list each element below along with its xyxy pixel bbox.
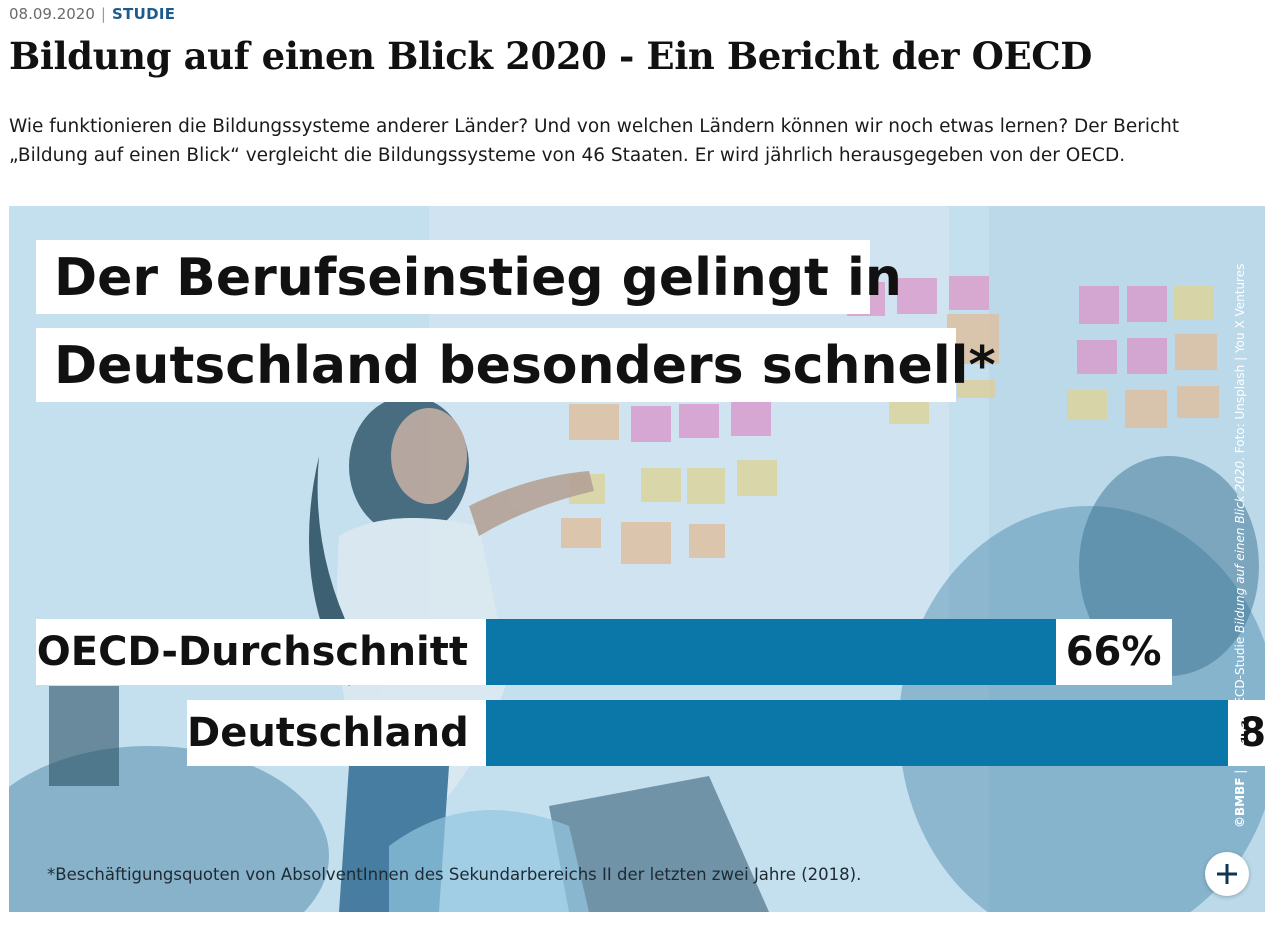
headline-line-1: Der Berufseinstieg gelingt in (36, 240, 902, 314)
article-date: 08.09.2020 (9, 5, 95, 23)
article-intro: Wie funktionieren die Bildungssysteme an… (9, 116, 1180, 166)
bar-1 (486, 700, 1229, 766)
credit-source-label: Quelle: (1233, 717, 1247, 766)
image-credit: ©BMBF | Quelle: OECD-Studie Bildung auf … (1233, 264, 1247, 828)
article-meta: 08.09.2020 | STUDIE (9, 5, 175, 23)
headline-line-2: Deutschland besonders schnell* (36, 328, 996, 402)
infographic-image[interactable]: Der Berufseinstieg gelingt in Deutschlan… (9, 206, 1265, 912)
plus-icon (1217, 864, 1237, 884)
credit-source-text: OECD-Studie (1233, 632, 1247, 718)
bar-value-0: 66% (1055, 619, 1172, 685)
meta-separator: | (100, 5, 106, 23)
credit-photo: . Foto: Unsplash | You X Ventures (1233, 263, 1247, 461)
expand-button[interactable] (1205, 852, 1249, 896)
article-category[interactable]: STUDIE (111, 5, 176, 23)
footnote: *Beschäftigungsquoten von AbsolventInnen… (47, 865, 862, 884)
credit-source-title: Bildung auf einen Blick 2020 (1233, 460, 1247, 633)
article-title: Bildung auf einen Blick 2020 - Ein Beric… (9, 34, 1092, 78)
credit-bmbf: ©BMBF (1233, 777, 1247, 828)
bar-0 (486, 619, 1056, 685)
bar-label-1: Deutschland (187, 700, 486, 766)
bar-label-0: OECD-Durchschnitt (36, 619, 486, 685)
credit-separator: | (1233, 765, 1247, 778)
bar-value-1: 86% (1228, 700, 1265, 766)
